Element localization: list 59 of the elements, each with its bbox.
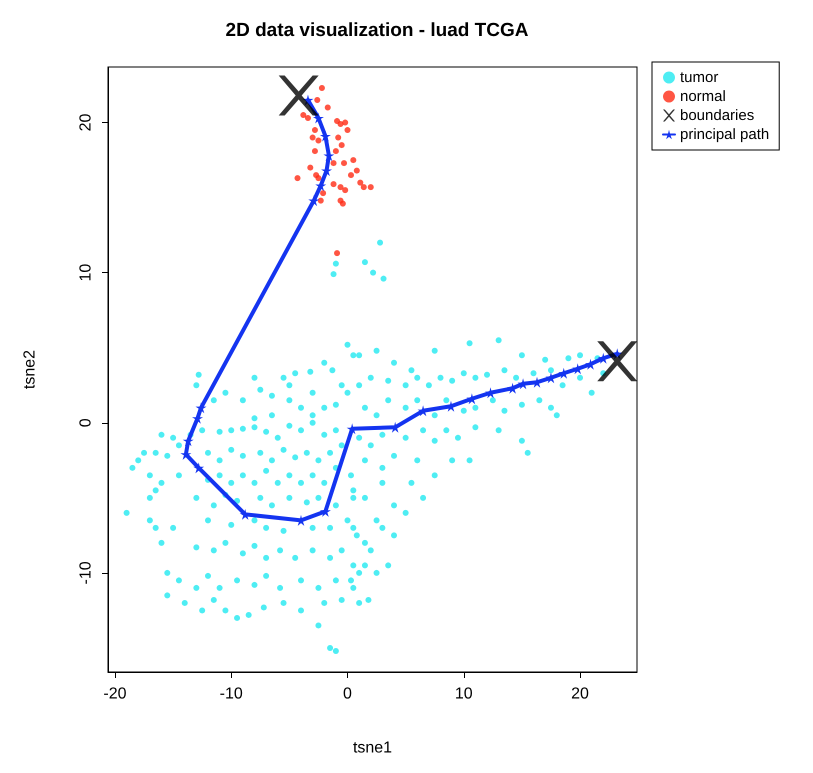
point — [313, 172, 320, 178]
point — [312, 112, 324, 124]
point — [357, 180, 364, 186]
x-tick-label: 0 — [343, 686, 352, 702]
point — [294, 175, 301, 182]
point — [335, 134, 342, 141]
point — [315, 138, 322, 144]
point — [342, 120, 348, 126]
point — [315, 180, 326, 192]
point — [348, 172, 354, 178]
point — [597, 341, 638, 382]
y-tick-label: 20 — [78, 114, 94, 132]
legend-label: normal — [680, 88, 726, 105]
x-tick-label: 10 — [454, 686, 473, 702]
point — [330, 160, 337, 166]
y-tick-label: -10 — [78, 561, 94, 584]
legend-label: boundaries — [680, 107, 754, 124]
x-axis-title: tsne1 — [352, 740, 392, 756]
point — [312, 148, 318, 154]
point — [344, 127, 351, 134]
point — [304, 115, 311, 122]
y-axis-title: tsne2 — [22, 350, 38, 390]
point — [193, 462, 204, 474]
point — [338, 142, 345, 148]
y-tick-label: 10 — [78, 264, 94, 282]
point — [330, 181, 337, 188]
point — [278, 76, 319, 116]
point — [320, 130, 331, 142]
point — [300, 112, 306, 118]
legend-label: tumor — [680, 69, 718, 86]
point — [307, 164, 314, 171]
point — [342, 187, 348, 194]
point — [314, 97, 320, 104]
point — [338, 184, 344, 190]
point — [318, 198, 324, 204]
point — [368, 184, 374, 190]
point — [182, 435, 194, 446]
chart-title: 2D data visualization - luad TCGA — [226, 20, 529, 41]
point — [354, 168, 360, 174]
point — [310, 134, 316, 141]
y-tick-label: 0 — [78, 418, 94, 428]
x-tick-label: 20 — [571, 686, 590, 702]
x-tick-label: -10 — [220, 686, 243, 702]
legend-label: principal path — [680, 126, 770, 143]
point — [312, 127, 318, 134]
point — [320, 190, 326, 196]
point — [324, 104, 331, 111]
point — [341, 160, 348, 166]
point — [318, 85, 325, 92]
point — [196, 402, 207, 414]
point — [332, 148, 339, 154]
x-tick-label: -20 — [103, 686, 127, 702]
point — [308, 195, 320, 206]
point — [192, 412, 204, 424]
point — [334, 250, 340, 256]
point — [350, 157, 356, 164]
point — [338, 121, 344, 128]
point — [360, 184, 367, 190]
point — [340, 200, 346, 207]
